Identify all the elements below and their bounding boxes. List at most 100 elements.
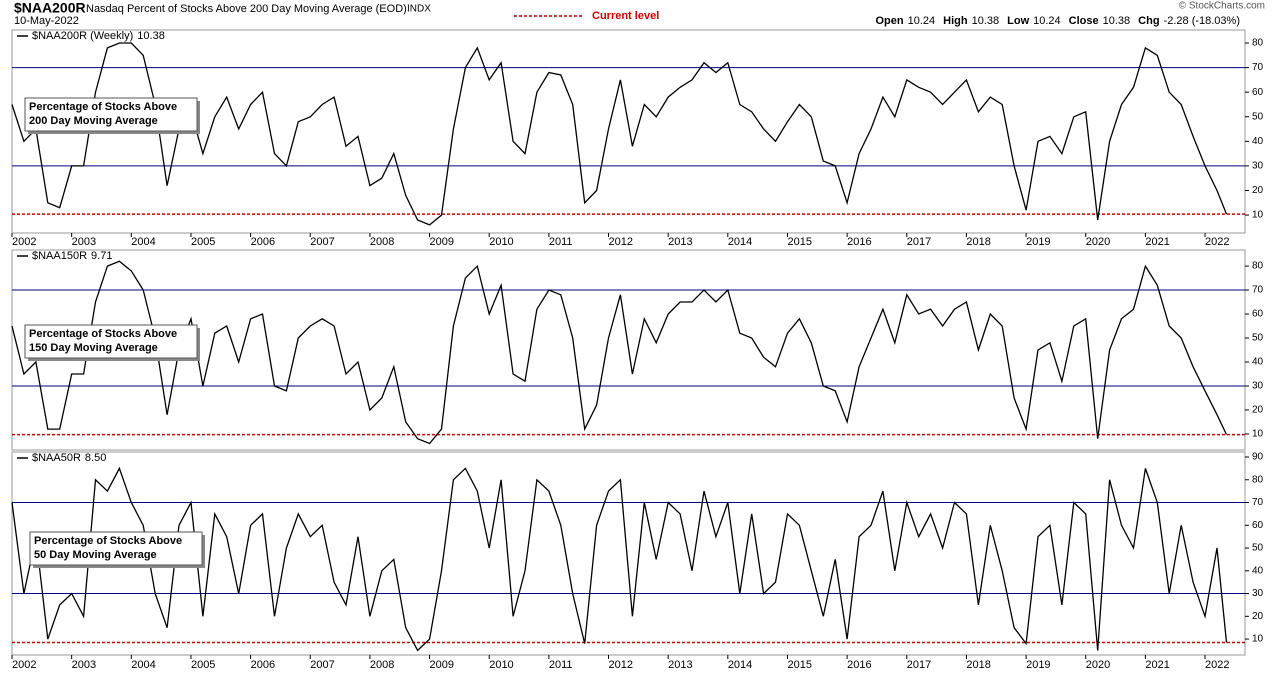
x-tick-label: 2016	[847, 236, 871, 248]
x-tick-label: 2007	[310, 659, 334, 671]
x-tick-label: 2015	[787, 236, 811, 248]
quote-label: Low	[1007, 15, 1029, 27]
x-tick-label: 2022	[1205, 236, 1229, 248]
quote-value: 10.38	[1103, 15, 1131, 27]
x-tick-label: 2011	[549, 236, 573, 248]
y-tick-label: 90	[1252, 452, 1264, 463]
x-tick-label: 2014	[728, 236, 752, 248]
legend-value: 8.50	[85, 452, 106, 464]
x-tick-label: 2017	[907, 236, 931, 248]
x-tick-label: 2014	[728, 659, 752, 671]
y-tick-label: 40	[1252, 136, 1264, 147]
y-tick-label: 60	[1252, 309, 1264, 320]
x-tick-label: 2005	[191, 236, 215, 248]
quote-value: -2.28 (-18.03%)	[1164, 15, 1240, 27]
x-tick-label: 2003	[72, 659, 96, 671]
x-tick-label: 2010	[489, 659, 513, 671]
symbol-name: Nasdaq Percent of Stocks Above 200 Day M…	[86, 3, 407, 15]
panel-frame	[11, 29, 1246, 234]
y-tick-label: 20	[1252, 611, 1264, 622]
x-tick-label: 2009	[430, 659, 454, 671]
series-line	[11, 260, 1228, 445]
y-tick-label: 50	[1252, 333, 1264, 344]
series-line	[11, 42, 1228, 226]
annotation-text: 200 Day Moving Average	[29, 115, 158, 127]
x-tick-label: 2020	[1086, 659, 1110, 671]
copyright: © StockCharts.com	[1179, 1, 1265, 12]
x-tick-label: 2010	[489, 236, 513, 248]
x-tick-label: 2011	[549, 659, 573, 671]
quote-value: 10.24	[1033, 15, 1061, 27]
legend-label: $NAA200R (Weekly)	[32, 30, 133, 42]
quote-label: Close	[1069, 15, 1099, 27]
y-tick-label: 20	[1252, 405, 1264, 416]
symbol: $NAA200R	[14, 0, 86, 16]
y-tick-label: 60	[1252, 87, 1264, 98]
quote-label: Chg	[1138, 15, 1159, 27]
x-tick-label: 2003	[72, 236, 96, 248]
y-tick-label: 10	[1252, 210, 1264, 221]
x-tick-label: 2006	[251, 236, 275, 248]
legend-value: 10.38	[137, 30, 165, 42]
y-tick-label: 30	[1252, 381, 1264, 392]
annotation-box	[24, 324, 198, 359]
y-tick-label: 40	[1252, 357, 1264, 368]
quote-value: 10.24	[908, 15, 936, 27]
y-tick-label: 80	[1252, 474, 1264, 485]
legend-value: 9.71	[91, 250, 112, 262]
x-tick-label: 2002	[12, 659, 36, 671]
x-tick-label: 2004	[131, 659, 155, 671]
panel-frame	[11, 249, 1246, 451]
x-tick-label: 2016	[847, 659, 871, 671]
x-tick-label: 2012	[609, 236, 633, 248]
quote-label: High	[943, 15, 968, 27]
x-tick-label: 2008	[370, 236, 394, 248]
quote-label: Open	[876, 15, 904, 27]
x-tick-label: 2013	[668, 659, 692, 671]
x-tick-label: 2004	[131, 236, 155, 248]
x-tick-label: 2008	[370, 659, 394, 671]
annotation-box	[24, 97, 198, 132]
annotation-box	[29, 531, 203, 566]
x-tick-label: 2018	[966, 236, 990, 248]
x-tick-label: 2013	[668, 236, 692, 248]
annotation-text: 150 Day Moving Average	[29, 342, 158, 354]
y-tick-label: 30	[1252, 588, 1264, 599]
y-tick-label: 30	[1252, 161, 1264, 172]
y-tick-label: 70	[1252, 497, 1264, 508]
y-tick-label: 50	[1252, 543, 1264, 554]
x-tick-label: 2022	[1205, 659, 1229, 671]
x-tick-label: 2018	[966, 659, 990, 671]
legend-label: Current level	[592, 10, 659, 22]
y-tick-label: 70	[1252, 285, 1264, 296]
y-tick-label: 40	[1252, 565, 1264, 576]
quote: Open 10.24 High 10.38 Low 10.24 Close 10.38 Chg -…	[876, 15, 1241, 27]
exchange: INDX	[407, 4, 431, 15]
annotation-text: Percentage of Stocks Above	[34, 535, 182, 547]
x-tick-label: 2020	[1086, 236, 1110, 248]
annotation-text: Percentage of Stocks Above	[29, 328, 177, 340]
x-tick-label: 2021	[1145, 236, 1169, 248]
x-tick-label: 2005	[191, 659, 215, 671]
annotation-text: Percentage of Stocks Above	[29, 101, 177, 113]
y-tick-label: 80	[1252, 261, 1264, 272]
x-tick-label: 2006	[251, 659, 275, 671]
y-tick-label: 20	[1252, 185, 1264, 196]
annotation-text: 50 Day Moving Average	[34, 549, 157, 561]
x-tick-label: 2015	[787, 659, 811, 671]
y-tick-label: 60	[1252, 520, 1264, 531]
y-tick-label: 50	[1252, 111, 1264, 122]
y-tick-label: 80	[1252, 38, 1264, 49]
panel-frame	[11, 451, 1246, 656]
x-tick-label: 2009	[430, 236, 454, 248]
date: 10-May-2022	[14, 15, 79, 27]
x-tick-label: 2017	[907, 659, 931, 671]
x-tick-label: 2007	[310, 236, 334, 248]
x-tick-label: 2002	[12, 236, 36, 248]
legend-label: $NAA50R	[32, 452, 81, 464]
y-tick-label: 70	[1252, 62, 1264, 73]
quote-value: 10.38	[972, 15, 1000, 27]
series-line	[11, 466, 1228, 652]
y-tick-label: 10	[1252, 429, 1264, 440]
